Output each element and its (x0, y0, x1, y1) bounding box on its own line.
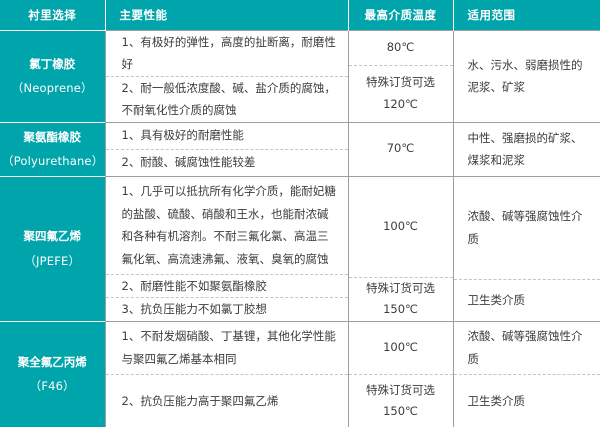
table-header: 衬里选择 主要性能 最高介质温度 适用范围 (0, 0, 600, 30)
material-name-en: （F46） (29, 379, 75, 394)
material-name-cn: 聚氨酯橡胶 (23, 129, 82, 144)
table-body: 氯丁橡胶 （Neoprene） 1、有极好的弹性，高度的扯断离，耐磨性好 2、耐… (0, 29, 600, 427)
temperature-cell-polyurethane: 70℃ (348, 121, 454, 176)
performance-cell-f46: 1、不耐发烟硝酸、丁基锂，其他化学性能与聚四氟乙烯基本相同 2、抗负压能力高于聚… (105, 320, 349, 427)
scope-item: 浓酸、碱等强腐蚀性介质 (453, 177, 600, 280)
scope-cell-f46: 浓酸、碱等强腐蚀性介质 卫生类介质 (453, 320, 600, 427)
temperature-item: 特殊订货可选 150℃ (366, 382, 435, 418)
temperature-item: 80℃ (348, 31, 453, 66)
scope-item: 中性、强磨损的矿浆、煤浆和泥浆 (467, 130, 583, 167)
performance-item: 2、抗负压能力高于聚四氟乙烯 (121, 393, 279, 408)
header-row: 衬里选择 主要性能 最高介质温度 适用范围 (0, 0, 600, 30)
material-name-en: （Polyurethane） (2, 154, 104, 168)
table-row: 聚全氟乙丙烯 （F46） 1、不耐发烟硝酸、丁基锂，其他化学性能与聚四氟乙烯基本… (0, 320, 600, 427)
performance-item: 2、耐磨性能不如聚氨酯橡胶 (105, 275, 348, 299)
temperature-item: 特殊订货可选 120℃ (366, 75, 435, 111)
performance-cell-jpefe: 1、几乎可以抵抗所有化学介质，能耐妃糖的盐酸、硫酸、硝酸和王水，也能耐浓碱和各种… (105, 175, 349, 321)
material-cell-f46: 聚全氟乙丙烯 （F46） (0, 320, 106, 427)
temperature-item: 特殊订货可选 150℃ (366, 280, 435, 317)
column-header-main-performance: 主要性能 (105, 0, 349, 30)
performance-item: 1、几乎可以抵抗所有化学介质，能耐妃糖的盐酸、硫酸、硝酸和王水，也能耐浓碱和各种… (105, 177, 348, 275)
table-row: 聚四氟乙烯 （JPEFE） 1、几乎可以抵抗所有化学介质，能耐妃糖的盐酸、硫酸、… (0, 175, 600, 321)
scope-cell-jpefe: 浓酸、碱等强腐蚀性介质 卫生类介质 (453, 175, 600, 321)
temperature-item: 70℃ (386, 141, 415, 156)
temperature-cell-neoprene: 80℃ 特殊订货可选 120℃ (348, 29, 454, 122)
scope-item: 卫生类介质 (467, 292, 526, 307)
column-header-applicable-scope: 适用范围 (453, 0, 600, 30)
temperature-cell-jpefe: 100℃ 特殊订货可选 150℃ (348, 175, 454, 321)
temperature-cell-f46: 100℃ 特殊订货可选 150℃ (348, 320, 454, 427)
table-row: 聚氨酯橡胶 （Polyurethane） 1、具有极好的耐磨性能 2、耐酸、碱腐… (0, 121, 600, 176)
performance-item: 2、耐酸、碱腐蚀性能较差 (121, 155, 256, 170)
performance-item: 1、具有极好的耐磨性能 (105, 123, 348, 150)
material-cell-polyurethane: 聚氨酯橡胶 （Polyurethane） (0, 121, 106, 176)
performance-item: 2、耐一般低浓度酸、碱、盐介质的腐蚀，不耐氧化性介质的腐蚀 (121, 80, 336, 117)
material-name-en: （Neoprene） (11, 81, 93, 95)
performance-item: 1、不耐发烟硝酸、丁基锂，其他化学性能与聚四氟乙烯基本相同 (105, 322, 348, 375)
column-header-lining-selection: 衬里选择 (0, 0, 106, 30)
performance-cell-polyurethane: 1、具有极好的耐磨性能 2、耐酸、碱腐蚀性能较差 (105, 121, 349, 176)
column-header-max-medium-temperature: 最高介质温度 (348, 0, 454, 30)
temperature-item: 100℃ (348, 177, 453, 278)
table-row: 氯丁橡胶 （Neoprene） 1、有极好的弹性，高度的扯断离，耐磨性好 2、耐… (0, 29, 600, 122)
performance-cell-neoprene: 1、有极好的弹性，高度的扯断离，耐磨性好 2、耐一般低浓度酸、碱、盐介质的腐蚀，… (105, 29, 349, 122)
scope-item: 卫生类介质 (467, 393, 526, 408)
material-cell-jpefe: 聚四氟乙烯 （JPEFE） (0, 175, 106, 321)
material-name-cn: 聚全氟乙丙烯 (17, 355, 87, 370)
material-cell-neoprene: 氯丁橡胶 （Neoprene） (0, 29, 106, 122)
material-name-cn: 氯丁橡胶 (29, 56, 76, 71)
temperature-item: 100℃ (348, 322, 453, 375)
scope-item: 浓酸、碱等强腐蚀性介质 (453, 322, 600, 375)
scope-cell-neoprene: 水、污水、弱磨损性的泥浆、矿浆 (453, 29, 600, 122)
scope-item: 水、污水、弱磨损性的泥浆、矿浆 (467, 57, 583, 94)
material-name-cn: 聚四氟乙烯 (23, 229, 82, 244)
scope-cell-polyurethane: 中性、强磨损的矿浆、煤浆和泥浆 (453, 121, 600, 176)
performance-item: 1、有极好的弹性，高度的扯断离，耐磨性好 (105, 31, 348, 77)
performance-item: 3、抗负压能力不如氯丁胶想 (121, 302, 267, 317)
material-name-en: （JPEFE） (24, 253, 81, 268)
